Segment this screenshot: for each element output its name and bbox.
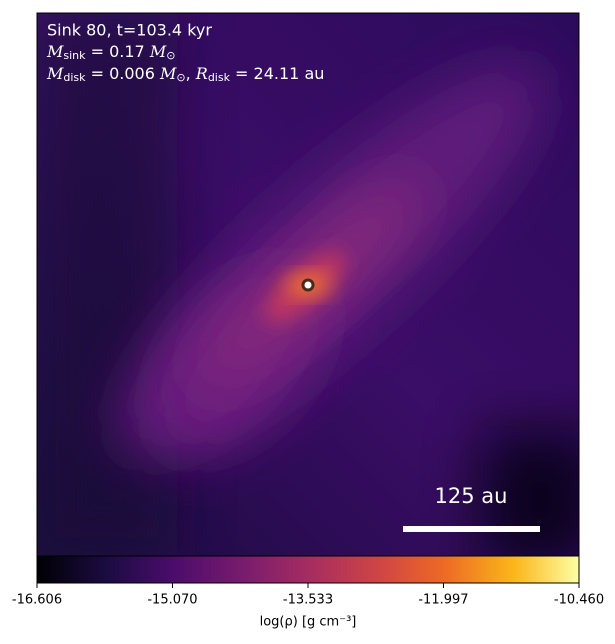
- annotation-line: Mdisk = 0.006 M⊙, Rdisk = 24.11 au: [46, 64, 324, 85]
- colorbar: [36, 555, 580, 584]
- density-map: [37, 13, 579, 556]
- colorbar-tick-label: -13.533: [283, 593, 333, 608]
- colorbar-tick-label: -15.070: [147, 593, 197, 608]
- sink-marker: [301, 278, 315, 292]
- annotation-line: Sink 80, t=103.4 kyr: [47, 21, 212, 40]
- scale-bar: [403, 526, 540, 532]
- colorbar-label: log(ρ) [g cm⁻³]: [260, 615, 357, 630]
- colorbar-tick-label: -10.460: [554, 593, 604, 608]
- colorbar-tick-label: -16.606: [12, 593, 62, 608]
- scale-bar-label: 125 au: [435, 484, 508, 508]
- annotation-line: Msink = 0.17 M⊙: [46, 42, 175, 63]
- colorbar-tick-label: -11.997: [418, 593, 468, 608]
